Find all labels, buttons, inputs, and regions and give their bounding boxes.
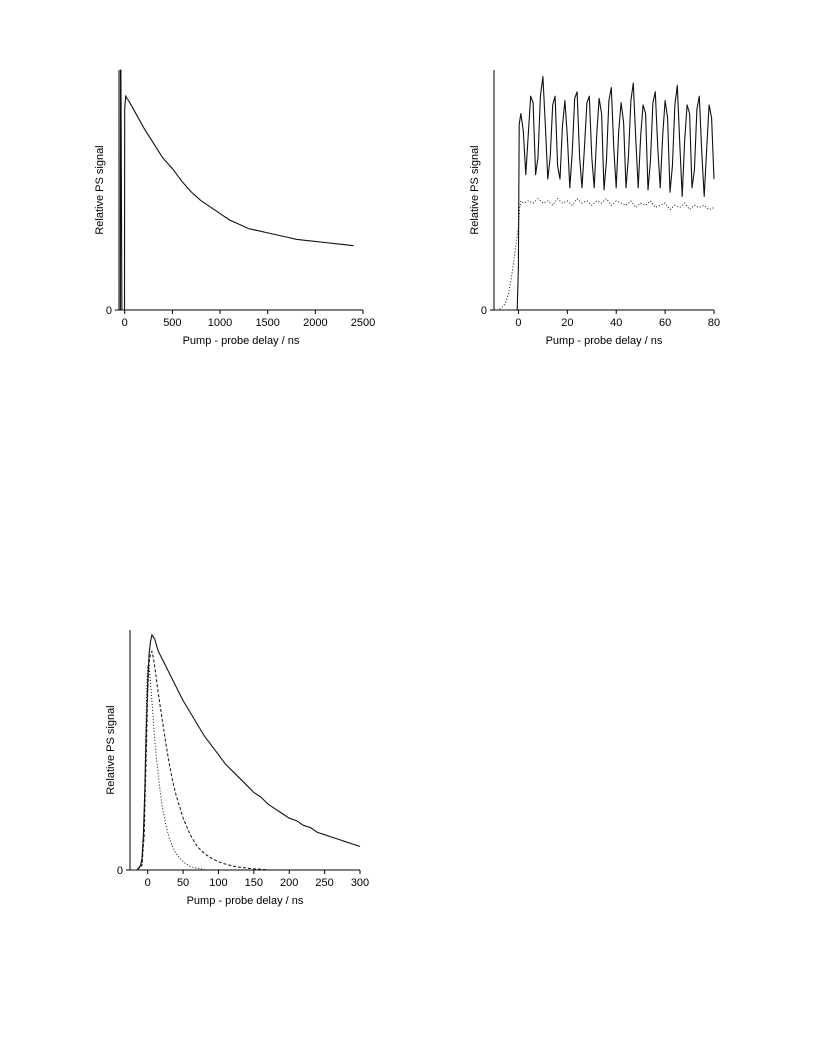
x-tick-label: 40 <box>610 317 622 329</box>
series-line-solid <box>119 69 354 311</box>
x-tick-label: 20 <box>561 317 573 329</box>
x-tick-label: 100 <box>209 877 227 889</box>
decay-chart-long-range: 0 500 1000 1500 2000 2500 0 Pump - probe delay … <box>94 69 375 347</box>
y-tick-label: 0 <box>106 305 112 317</box>
x-tick-label: 60 <box>659 317 671 329</box>
y-tick-label: 0 <box>481 305 487 317</box>
x-tick-label: 1000 <box>208 317 232 329</box>
x-tick-label: 80 <box>708 317 720 329</box>
x-tick-label: 300 <box>351 877 369 889</box>
x-tick-label: 500 <box>163 317 181 329</box>
x-tick-label: 0 <box>515 317 521 329</box>
y-axis-label: Relative PS signal <box>94 145 106 234</box>
x-tick-label: 1500 <box>255 317 279 329</box>
series-line-solid <box>494 75 715 311</box>
series-line-solid <box>130 634 361 871</box>
series-line-dotted <box>494 198 715 311</box>
series-line-dotted <box>136 664 205 871</box>
x-axis-label: Pump - probe delay / ns <box>183 335 300 347</box>
x-tick-label: 200 <box>280 877 298 889</box>
x-axis-label: Pump - probe delay / ns <box>187 895 304 907</box>
decay-chart-comparison: 0 50 100 150 200 250 300 0 Pump - probe delay / … <box>105 630 369 907</box>
y-axis-label: Relative PS signal <box>469 145 481 234</box>
x-tick-label: 250 <box>315 877 333 889</box>
y-axis-label: Relative PS signal <box>105 705 117 794</box>
y-tick-label: 0 <box>117 865 123 877</box>
x-tick-label: 150 <box>245 877 263 889</box>
series-line-dashed <box>136 650 269 871</box>
x-tick-label: 2500 <box>351 317 375 329</box>
x-tick-label: 50 <box>177 877 189 889</box>
x-axis-label: Pump - probe delay / ns <box>546 335 663 347</box>
x-tick-label: 0 <box>122 317 128 329</box>
x-tick-label: 2000 <box>303 317 327 329</box>
x-tick-label: 0 <box>145 877 151 889</box>
oscillation-chart: 0 20 40 60 80 0 Pump - probe delay / ns Relativ… <box>469 70 720 347</box>
